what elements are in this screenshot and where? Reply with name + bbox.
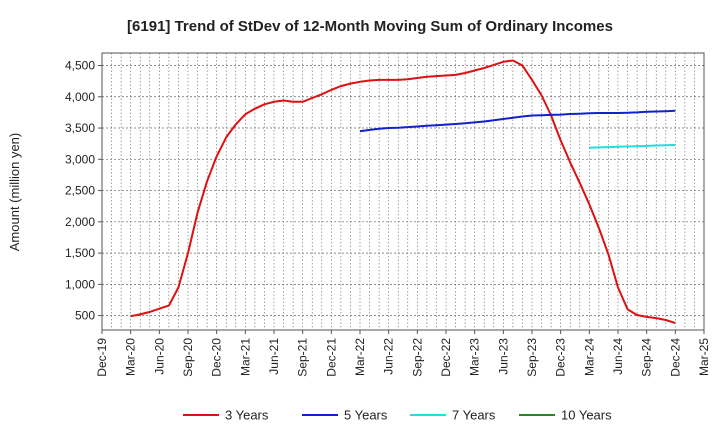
x-tick-label: Dec-21 [324, 338, 338, 377]
x-tick-label: Sep-22 [410, 338, 424, 377]
x-tick-label: Mar-20 [124, 338, 138, 376]
x-axis-ticks: Dec-19 Mar-20 Jun-20 Sep-20 Dec-20 Mar-21 Jun-… [95, 330, 711, 377]
legend-label: 5 Years [344, 408, 388, 423]
y-tick-label: 2,500 [65, 184, 95, 198]
x-tick-label: Sep-23 [525, 338, 539, 377]
plot-area [101, 52, 705, 331]
y-tick-label: 500 [75, 309, 95, 323]
y-axis-label: Amount (million yen) [7, 133, 22, 252]
x-tick-label: Mar-25 [697, 338, 711, 376]
y-tick-label: 4,000 [65, 90, 95, 104]
x-tick-label: Sep-24 [640, 338, 654, 377]
x-tick-label: Jun-21 [267, 338, 281, 375]
x-tick-label: Mar-24 [582, 338, 596, 376]
legend-label: 10 Years [561, 408, 612, 423]
chart-title: [6191] Trend of StDev of 12-Month Moving… [127, 18, 613, 35]
y-tick-label: 4,500 [65, 59, 95, 73]
series-line-7-years [589, 143, 676, 149]
y-tick-label: 3,000 [65, 152, 95, 166]
x-tick-label: Dec-23 [554, 338, 568, 377]
x-tick-label: Jun-24 [611, 338, 625, 375]
legend-label: 7 Years [452, 408, 496, 423]
x-tick-label: Dec-22 [439, 338, 453, 377]
grid [101, 53, 705, 330]
y-tick-label: 3,500 [65, 121, 95, 135]
series-line-3-years [130, 59, 676, 325]
legend-label: 3 Years [225, 408, 269, 423]
x-tick-label: Sep-20 [181, 338, 195, 377]
x-tick-label: Sep-21 [296, 338, 310, 377]
y-tick-label: 2,000 [65, 215, 95, 229]
x-tick-label: Dec-19 [95, 338, 109, 377]
x-tick-label: Jun-20 [152, 338, 166, 375]
x-tick-label: Mar-23 [468, 338, 482, 376]
x-tick-label: Mar-21 [238, 338, 252, 376]
y-axis-ticks: 500 1,000 1,500 2,000 2,500 3,000 3,500 4,000 4,… [65, 59, 102, 323]
x-tick-label: Dec-20 [210, 338, 224, 377]
legend: 3 Years 5 Years 7 Years 10 Years [183, 408, 612, 423]
x-tick-label: Jun-23 [496, 338, 510, 375]
x-tick-label: Jun-22 [382, 338, 396, 375]
x-tick-label: Mar-22 [353, 338, 367, 376]
y-tick-label: 1,000 [65, 277, 95, 291]
y-tick-label: 1,500 [65, 246, 95, 260]
series-line-5-years [359, 109, 676, 133]
x-tick-label: Dec-24 [668, 338, 682, 377]
series-lines [130, 59, 676, 325]
